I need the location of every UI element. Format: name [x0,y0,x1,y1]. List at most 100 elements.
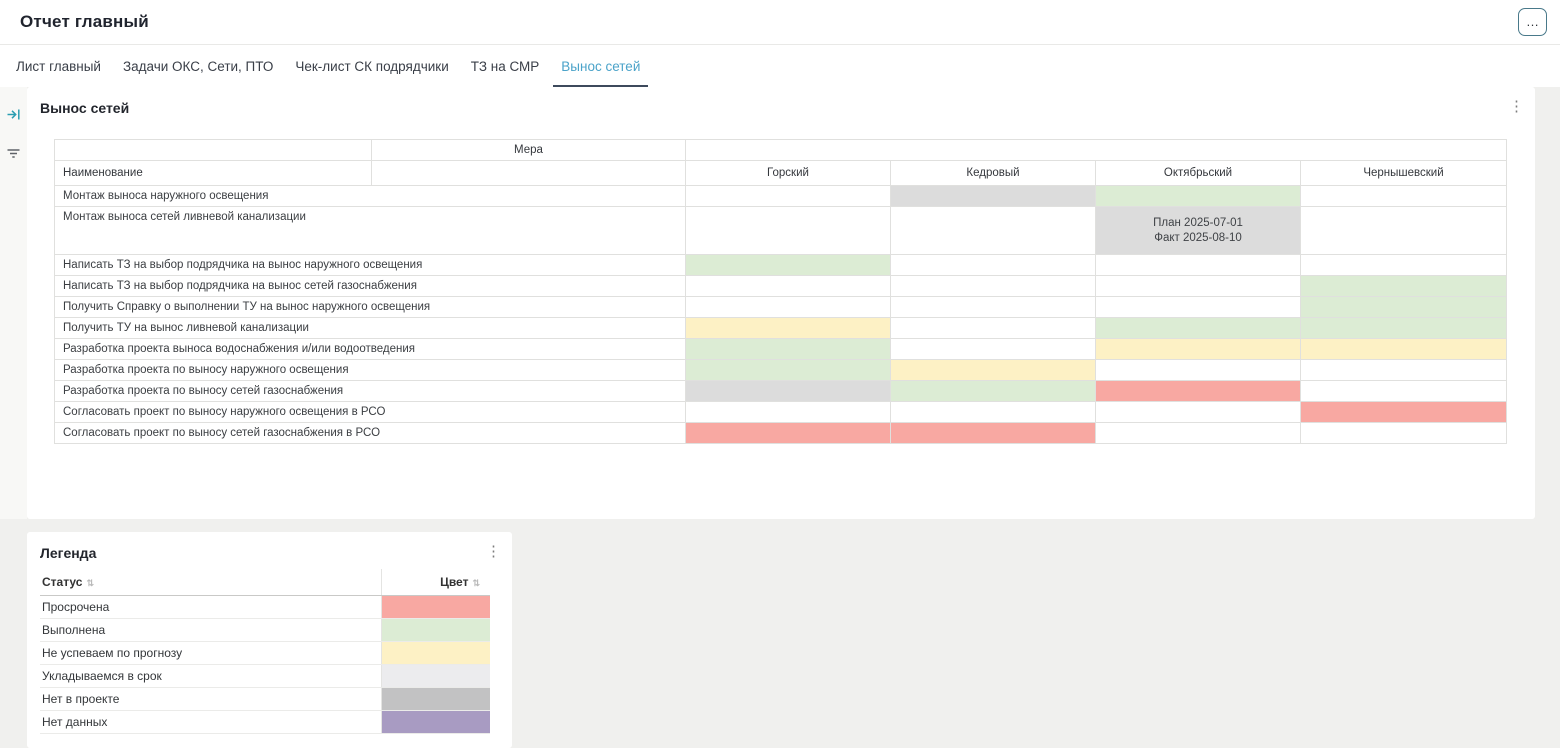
column-header-kedrovy: Кедровый [890,160,1096,186]
matrix-cell [685,380,891,402]
matrix-cell [1300,338,1507,360]
matrix-cell [685,275,891,297]
group-header-mera: Мера [371,139,686,161]
legend-status: Выполнена [40,618,381,642]
legend-row: Нет данных [40,710,490,734]
more-button[interactable]: … [1518,8,1547,36]
matrix-cell [1095,338,1301,360]
matrix-cell [685,359,891,381]
matrix-cell [1300,206,1507,255]
tab-vynos-setey[interactable]: Вынос сетей [550,45,651,87]
fact-date: Факт 2025-08-10 [1154,231,1242,244]
legend-header-status[interactable]: Статус ⇅ [40,569,381,596]
report-header: Отчет главный … [0,0,1560,45]
table-row: Получить ТУ на вынос ливневой канализаци… [54,317,1507,339]
legend-row: Не успеваем по прогнозу [40,641,490,665]
sort-icon: ⇅ [86,577,94,588]
tab-list-glavny[interactable]: Лист главный [16,58,101,74]
matrix-cell [685,422,891,444]
dashboard-content: Вынос сетей ⋮ Мера Наименование [0,87,1560,748]
column-header-chernyshevsky: Чернышевский [1300,160,1507,186]
legend-status: Укладываемся в срок [40,664,381,688]
legend-color-swatch [380,687,490,711]
row-label: Согласовать проект по выносу наружного о… [54,401,686,423]
matrix-cell [1300,380,1507,402]
legend-header-color[interactable]: Цвет ⇅ [380,569,490,596]
matrix-cell [1300,275,1507,297]
matrix-cell [1095,401,1301,423]
matrix-cell [685,317,891,339]
table-row: Написать ТЗ на выбор подрядчика на вынос… [54,275,1507,297]
filter-icon[interactable] [0,147,27,167]
matrix-cell [890,206,1096,255]
matrix-cell [1300,317,1507,339]
table-row: Согласовать проект по выносу сетей газос… [54,422,1507,444]
page-title: Отчет главный [20,12,149,31]
column-header-name: Наименование [54,160,372,186]
tab-tz-smr[interactable]: ТЗ на СМР [470,58,540,74]
legend-row: Нет в проекте [40,687,490,711]
legend-color-swatch [380,664,490,688]
table-row: Разработка проекта по выносу наружного о… [54,359,1507,381]
mera-sub-cell [371,160,686,186]
widget-title: Вынос сетей [40,100,130,116]
matrix-cell [890,296,1096,318]
matrix-cell [685,401,891,423]
matrix-cell [1095,359,1301,381]
table-row: Разработка проекта по выносу сетей газос… [54,380,1507,402]
corner-cell [54,139,372,161]
matrix-cell [1095,254,1301,276]
table-row: Согласовать проект по выносу наружного о… [54,401,1507,423]
matrix-cell [1300,359,1507,381]
tab-checklist-sk[interactable]: Чек-лист СК подрядчики [295,58,449,74]
legend-status: Не успеваем по прогнозу [40,641,381,665]
legend-color-swatch [380,710,490,734]
legend-row: Укладываемся в срок [40,664,490,688]
matrix-cell [1095,422,1301,444]
matrix-cell-plan-fact: План 2025-07-01 Факт 2025-08-10 [1095,206,1301,255]
row-label: Написать ТЗ на выбор подрядчика на вынос… [54,275,686,297]
matrix-cell [890,338,1096,360]
collapse-right-icon[interactable] [0,107,27,127]
column-header-gorsky: Горский [685,160,891,186]
matrix-cell [685,338,891,360]
matrix-cell [890,317,1096,339]
widget-menu-kebab-icon[interactable]: ⋮ [1509,98,1524,115]
legend-status: Нет данных [40,710,381,734]
tab-zadachi-oks[interactable]: Задачи ОКС, Сети, ПТО [122,58,274,74]
legend-menu-kebab-icon[interactable]: ⋮ [486,543,501,560]
legend-table: Статус ⇅ Цвет ⇅ Просрочена Выполнена Не ус… [40,569,490,734]
matrix-cell [1300,422,1507,444]
table-row: Получить Справку о выполнении ТУ на выно… [54,296,1507,318]
matrix-widget: Вынос сетей ⋮ Мера Наименование [27,87,1535,519]
row-label: Разработка проекта выноса водоснабжения … [54,338,686,360]
legend-title: Легенда [40,545,97,561]
plan-date: План 2025-07-01 [1153,216,1243,229]
row-label: Написать ТЗ на выбор подрядчика на вынос… [54,254,686,276]
table-row: Написать ТЗ на выбор подрядчика на вынос… [54,254,1507,276]
matrix-cell [890,275,1096,297]
table-row: Разработка проекта выноса водоснабжения … [54,338,1507,360]
matrix-cell [1095,296,1301,318]
matrix-cell [1300,254,1507,276]
matrix-cell [1095,275,1301,297]
matrix-cell [685,254,891,276]
matrix-cell [890,359,1096,381]
column-header-oktyabrsky: Октябрьский [1095,160,1301,186]
legend-color-swatch [380,618,490,642]
matrix-cell [890,380,1096,402]
row-label: Монтаж выноса сетей ливневой канализации [54,206,686,255]
table-row: Монтаж выноса наружного освещения [54,185,1507,207]
ellipsis-icon: … [1526,14,1539,29]
matrix-cell [890,401,1096,423]
row-label: Монтаж выноса наружного освещения [54,185,686,207]
report-tabs: Лист главный Задачи ОКС, Сети, ПТО Чек-л… [0,45,1560,87]
matrix-cell [1095,317,1301,339]
matrix-cell [890,254,1096,276]
matrix-cell [685,296,891,318]
row-label: Получить ТУ на вынос ливневой канализаци… [54,317,686,339]
left-rail [0,87,27,519]
matrix-cell [1095,185,1301,207]
row-label: Согласовать проект по выносу сетей газос… [54,422,686,444]
legend-status: Просрочена [40,595,381,619]
